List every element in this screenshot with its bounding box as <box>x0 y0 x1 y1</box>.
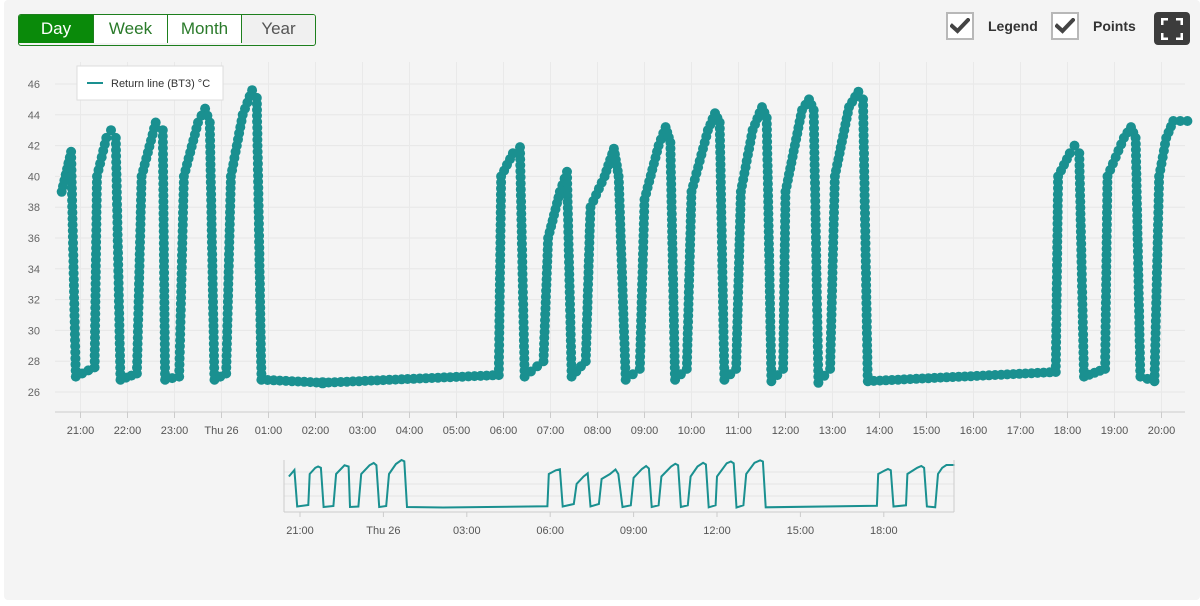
y-tick-label: 26 <box>28 387 40 399</box>
legend-toggle-label: Legend <box>988 18 1038 34</box>
x-tick-label: 19:00 <box>1101 425 1129 437</box>
data-point[interactable] <box>247 85 258 96</box>
data-point[interactable] <box>101 132 112 143</box>
data-point[interactable] <box>1064 148 1075 159</box>
x-tick-label: 07:00 <box>537 425 565 437</box>
points-toggle[interactable]: Points <box>1051 12 1136 40</box>
data-point[interactable] <box>1182 116 1193 126</box>
x-tick-label: 01:00 <box>255 425 283 437</box>
navigator-tick-label: 18:00 <box>870 525 898 537</box>
data-point[interactable] <box>150 117 161 128</box>
x-tick-label: 08:00 <box>584 425 612 437</box>
x-tick-label: 11:00 <box>725 425 752 437</box>
x-tick-label: 13:00 <box>819 425 847 437</box>
points-toggle-label: Points <box>1093 18 1136 34</box>
x-tick-label: 17:00 <box>1007 425 1035 437</box>
y-tick-label: 28 <box>28 356 40 368</box>
legend-toggle[interactable]: Legend <box>946 12 1038 40</box>
navigator-tick-label: 06:00 <box>536 525 564 537</box>
check-icon <box>1055 18 1075 34</box>
range-week-button[interactable]: Week <box>93 15 167 43</box>
x-tick-label: 10:00 <box>678 425 706 437</box>
data-point[interactable] <box>627 369 638 380</box>
x-tick-label: 03:00 <box>349 425 377 437</box>
y-axis: 26 28 30 32 34 36 38 40 42 44 46 <box>28 79 40 399</box>
points-checkbox[interactable] <box>1051 12 1079 40</box>
x-tick-label: 21:00 <box>67 425 95 437</box>
data-point[interactable] <box>819 370 830 381</box>
y-tick-label: 42 <box>28 141 40 153</box>
y-tick-label: 32 <box>28 295 40 307</box>
legend-label: Return line (BT3) °C <box>111 78 210 90</box>
data-point[interactable] <box>1069 140 1080 151</box>
x-tick-label: Thu 26 <box>204 425 238 437</box>
fullscreen-icon <box>1161 17 1183 40</box>
navigator-tick-label: 21:00 <box>286 525 314 537</box>
data-point[interactable] <box>507 148 518 159</box>
data-point[interactable] <box>813 377 824 388</box>
x-axis: 21:00 22:00 23:00 Thu 26 01:00 02:00 03:00 04:0… <box>55 411 1185 437</box>
navigator-tick-label: 03:00 <box>453 525 481 537</box>
fullscreen-button[interactable] <box>1154 12 1190 45</box>
x-tick-label: 05:00 <box>443 425 471 437</box>
x-tick-label: 20:00 <box>1148 425 1176 437</box>
data-point[interactable] <box>1168 116 1179 126</box>
data-point[interactable] <box>853 86 864 97</box>
check-icon <box>950 18 970 34</box>
navigator-tick-label: 12:00 <box>703 525 731 537</box>
range-selector: Day Week Month Year <box>18 14 316 46</box>
x-tick-label: 06:00 <box>490 425 518 437</box>
navigator-tick-label: Thu 26 <box>366 525 400 537</box>
y-tick-label: 30 <box>28 325 40 337</box>
y-tick-label: 44 <box>28 110 40 122</box>
navigator-tick-label: 15:00 <box>787 525 815 537</box>
data-point[interactable] <box>1175 116 1186 126</box>
navigator[interactable]: 21:00 Thu 26 03:00 06:00 09:00 12:00 15:00 18:0… <box>283 458 955 537</box>
x-tick-label: 23:00 <box>161 425 189 437</box>
x-tick-label: 02:00 <box>302 425 330 437</box>
data-point[interactable] <box>317 377 329 389</box>
navigator-tick-label: 09:00 <box>620 525 648 537</box>
x-tick-label: 12:00 <box>772 425 800 437</box>
y-tick-label: 46 <box>28 79 40 91</box>
x-tick-label: 22:00 <box>114 425 142 437</box>
y-tick-label: 40 <box>28 171 40 183</box>
range-month-button[interactable]: Month <box>167 15 241 43</box>
navigator-series <box>288 458 955 509</box>
x-tick-label: 16:00 <box>960 425 988 437</box>
x-tick-label: 09:00 <box>631 425 659 437</box>
range-day-button[interactable]: Day <box>19 15 93 43</box>
x-tick-label: 15:00 <box>913 425 941 437</box>
legend-checkbox[interactable] <box>946 12 974 40</box>
y-tick-label: 38 <box>28 202 40 214</box>
legend: Return line (BT3) °C <box>76 65 224 101</box>
x-tick-label: 04:00 <box>396 425 424 437</box>
data-point[interactable] <box>620 374 631 385</box>
range-year-button[interactable]: Year <box>241 15 315 43</box>
y-tick-label: 34 <box>28 264 40 276</box>
x-tick-label: 14:00 <box>866 425 894 437</box>
y-tick-label: 36 <box>28 233 40 245</box>
series-return-line[interactable] <box>56 85 1193 389</box>
x-tick-label: 18:00 <box>1054 425 1082 437</box>
data-point[interactable] <box>106 125 116 136</box>
